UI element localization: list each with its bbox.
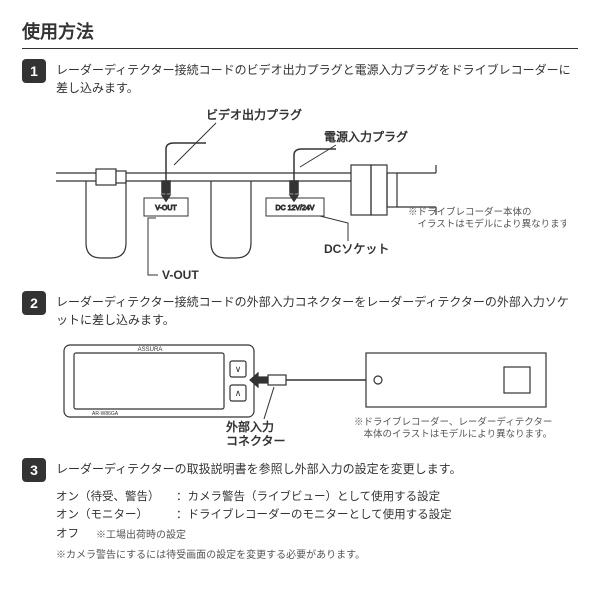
page-title: 使用方法 [22,18,578,49]
button-up-icon: ∨ [235,364,242,374]
button-down-icon: ∧ [235,388,242,398]
step-2: 2 レーダーディテクター接続コードの外部入力コネクターをレーダーディテクターの外… [22,291,578,329]
step-3: 3 レーダーディテクターの取扱説明書を参照し外部入力の設定を変更します。 [22,458,578,482]
diagram2-note-2: 本体のイラストはモデルにより異なります。 [354,428,552,440]
diagram1-note-2: イラストはモデルにより異なります。 [408,218,566,230]
label-connector-2: コネクター [226,434,286,448]
step-3-badge: 3 [22,458,46,482]
step-1-text: レーダーディテクター接続コードのビデオ出力プラグと電源入力プラグをドライブレコー… [56,59,578,97]
diagram-2: ASSURA AR-W86GA ∨ ∧ 外部入力 コネクター ※ドライブレコーダ… [56,335,578,450]
settings-row-2-label: オン（モニター） [56,506,176,524]
device-brand: ASSURA [138,347,163,353]
diagram2-note-1: ※ドライブレコーダー、レーダーディテクター [354,416,552,428]
diagram1-note-1: ※ドライブレコーダー本体の [408,206,532,218]
label-power-plug: 電源入力プラグ [324,129,408,144]
step-2-text: レーダーディテクター接続コードの外部入力コネクターをレーダーディテクターの外部入… [56,291,578,329]
label-vout: V-OUT [162,268,199,282]
settings-table: オン（待受、警告） ：カメラ警告（ライブビュー）として使用する設定 オン（モニタ… [56,488,578,544]
settings-row-1: オン（待受、警告） ：カメラ警告（ライブビュー）として使用する設定 [56,488,578,506]
settings-row-2: オン（モニター） ：ドライブレコーダーのモニターとして使用する設定 [56,506,578,524]
settings-row-1-label: オン（待受、警告） [56,488,176,506]
port-vout-label: V-OUT [155,205,177,212]
diagram-1: V-OUT DC 12V/24V ビデオ出力プラグ 電源入力プラグ [56,103,578,283]
label-connector-1: 外部入力 [226,419,274,434]
settings-row-3: オフ ※工場出荷時の設定 [56,525,578,544]
settings-row-3-label: オフ [56,525,96,544]
step-2-badge: 2 [22,291,46,315]
footnote: ※カメラ警告にするには待受画面の設定を変更する必要があります。 [56,546,578,561]
device-model: AR-W86GA [92,411,119,417]
step-1-badge: 1 [22,59,46,83]
settings-row-1-value: ：カメラ警告（ライブビュー）として使用する設定 [176,488,440,506]
label-dc-socket: DCソケット [324,242,389,256]
step-3-text: レーダーディテクターの取扱説明書を参照し外部入力の設定を変更します。 [56,458,578,478]
label-video-plug: ビデオ出力プラグ [206,107,302,122]
port-dc-label: DC 12V/24V [276,205,315,212]
settings-row-2-value: ：ドライブレコーダーのモニターとして使用する設定 [176,506,452,524]
step-1: 1 レーダーディテクター接続コードのビデオ出力プラグと電源入力プラグをドライブレ… [22,59,578,97]
settings-row-3-note: ※工場出荷時の設定 [96,525,186,544]
